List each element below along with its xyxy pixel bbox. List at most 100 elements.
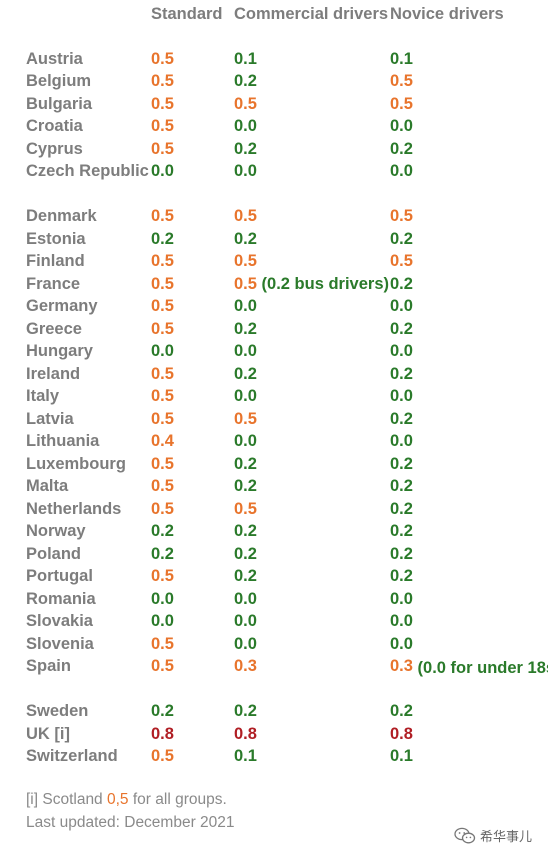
novice-value: 0.2 [390, 567, 413, 585]
novice-cell: 0.1 [390, 50, 413, 69]
commercial-value: 0.1 [234, 50, 257, 68]
standard-value: 0.5 [151, 252, 174, 270]
novice-value: 0.5 [390, 252, 413, 270]
commercial-cell: 0.5 [234, 252, 257, 271]
table-row: Poland 0.2 0.2 0.2 [0, 545, 548, 567]
novice-value: 0.2 [390, 702, 413, 720]
country-name: Cyprus [26, 140, 83, 158]
novice-cell: 0.1 [390, 747, 413, 766]
commercial-cell: 0.1 [234, 747, 257, 766]
standard-cell: 0.8 [151, 725, 174, 744]
novice-cell: 0.2 [390, 545, 413, 564]
novice-value: 0.2 [390, 365, 413, 383]
novice-cell: 0.0 [390, 432, 413, 451]
country-name: Romania [26, 590, 96, 608]
novice-value: 0.2 [390, 410, 413, 428]
commercial-cell: 0.8 [234, 725, 257, 744]
commercial-value: 0.2 [234, 140, 257, 158]
standard-value: 0.5 [151, 567, 174, 585]
table-row: Portugal 0.5 0.2 0.2 [0, 567, 548, 589]
commercial-value: 0.2 [234, 545, 257, 563]
country-name: Belgium [26, 72, 92, 90]
country-name: Bulgaria [26, 95, 93, 113]
novice-value: 0.2 [390, 500, 413, 518]
standard-cell: 0.4 [151, 432, 174, 451]
novice-value: 0.0 [390, 635, 413, 653]
commercial-value: 0.5 [234, 500, 257, 518]
standard-value: 0.8 [151, 725, 174, 743]
commercial-cell: 0.2 [234, 140, 257, 159]
commercial-value: 0.0 [234, 162, 257, 180]
novice-value: 0.8 [390, 725, 413, 743]
table-row: Sweden 0.2 0.2 0.2 [0, 702, 548, 724]
standard-cell: 0.5 [151, 252, 174, 271]
novice-value: 0.0 [390, 117, 413, 135]
standard-cell: 0.5 [151, 140, 174, 159]
standard-value: 0.5 [151, 297, 174, 315]
footnote-value: 0,5 [107, 791, 129, 808]
table-row: Czech Republic 0.0 0.0 0.0 [0, 162, 548, 184]
table-row: Denmark 0.5 0.5 0.5 [0, 207, 548, 229]
table-row: UK [i] 0.8 0.8 0.8 [0, 725, 548, 747]
standard-value: 0.5 [151, 455, 174, 473]
table-row: Italy 0.5 0.0 0.0 [0, 387, 548, 409]
novice-value: 0.2 [390, 455, 413, 473]
standard-cell: 0.5 [151, 297, 174, 316]
country-name: Lithuania [26, 432, 100, 450]
novice-cell: 0.2 [390, 702, 413, 721]
standard-cell: 0.5 [151, 455, 174, 474]
standard-cell: 0.5 [151, 275, 174, 294]
novice-cell: 0.5 [390, 252, 413, 271]
table-row: Croatia 0.5 0.0 0.0 [0, 117, 548, 139]
standard-cell: 0.2 [151, 545, 174, 564]
commercial-value: 0.0 [234, 432, 257, 450]
standard-cell: 0.5 [151, 95, 174, 114]
novice-value: 0.0 [390, 162, 413, 180]
standard-cell: 0.2 [151, 522, 174, 541]
commercial-value: 0.2 [234, 567, 257, 585]
country-name: Slovakia [26, 612, 93, 630]
novice-value: 0.2 [390, 545, 413, 563]
commercial-cell: 0.2 [234, 455, 257, 474]
header-novice: Novice drivers [390, 5, 504, 23]
standard-value: 0.0 [151, 162, 174, 180]
commercial-value: 0.0 [234, 635, 257, 653]
standard-cell: 0.5 [151, 72, 174, 91]
table-row: Ireland 0.5 0.2 0.2 [0, 365, 548, 387]
standard-value: 0.0 [151, 590, 174, 608]
novice-value: 0.2 [390, 275, 413, 293]
novice-value: 0.2 [390, 320, 413, 338]
commercial-cell: 0.0 [234, 590, 257, 609]
standard-cell: 0.5 [151, 50, 174, 69]
commercial-value: 0.0 [234, 342, 257, 360]
table-row: Latvia 0.5 0.5 0.2 [0, 410, 548, 432]
commercial-value: 0.0 [234, 387, 257, 405]
standard-cell: 0.5 [151, 207, 174, 226]
commercial-cell: 0.2 [234, 320, 257, 339]
novice-cell: 0.5 [390, 95, 413, 114]
novice-cell: 0.0 [390, 590, 413, 609]
standard-value: 0.5 [151, 207, 174, 225]
standard-value: 0.5 [151, 50, 174, 68]
commercial-value: 0.3 [234, 657, 257, 675]
standard-cell: 0.5 [151, 320, 174, 339]
novice-value: 0.2 [390, 140, 413, 158]
country-name: Croatia [26, 117, 83, 135]
standard-value: 0.5 [151, 387, 174, 405]
footnote-prefix: [i] Scotland [26, 791, 107, 808]
commercial-value: 0.0 [234, 297, 257, 315]
commercial-cell: 0.2 [234, 72, 257, 91]
standard-value: 0.0 [151, 342, 174, 360]
commercial-cell: 0.0 [234, 612, 257, 631]
commercial-cell: 0.5 (0.2 bus drivers) [234, 275, 389, 294]
commercial-cell: 0.0 [234, 297, 257, 316]
commercial-value: 0.5 [234, 410, 257, 428]
standard-value: 0.2 [151, 702, 174, 720]
commercial-cell: 0.2 [234, 545, 257, 564]
standard-cell: 0.5 [151, 635, 174, 654]
novice-cell: 0.0 [390, 162, 413, 181]
commercial-value: 0.2 [234, 477, 257, 495]
novice-cell: 0.0 [390, 387, 413, 406]
commercial-cell: 0.2 [234, 567, 257, 586]
country-name: Czech Republic [26, 162, 149, 180]
